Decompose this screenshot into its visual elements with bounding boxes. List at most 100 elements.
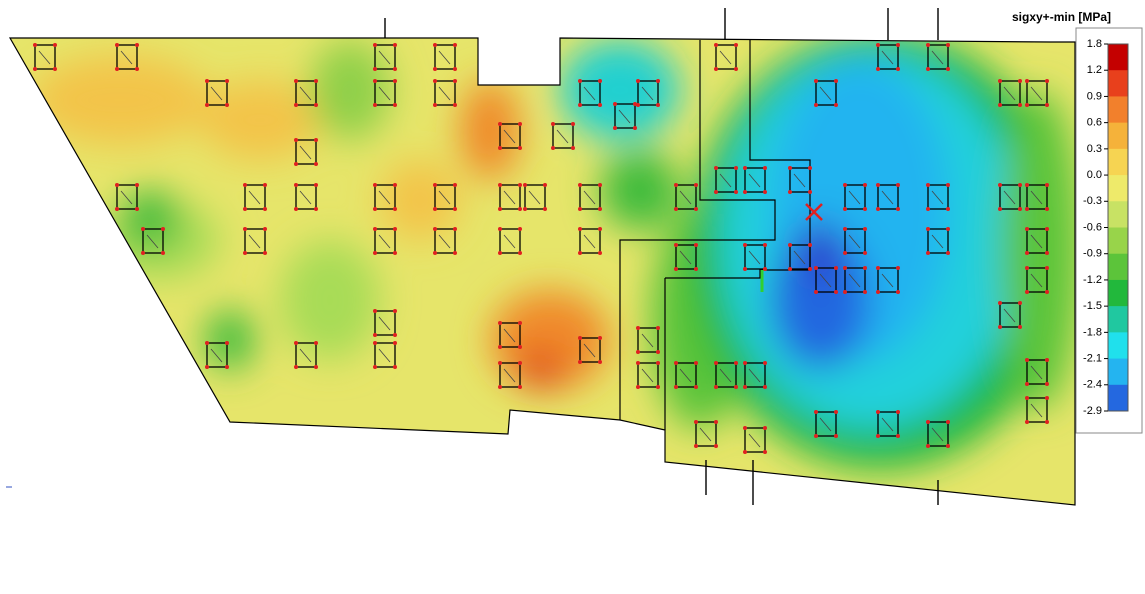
column-head — [715, 362, 737, 388]
node — [814, 410, 818, 414]
column-head — [579, 337, 601, 363]
node — [518, 385, 522, 389]
column-diag — [819, 417, 832, 432]
node — [876, 67, 880, 71]
node — [518, 251, 522, 255]
node — [926, 420, 930, 424]
node — [656, 79, 660, 83]
column-head — [499, 184, 521, 210]
legend-band — [1108, 358, 1128, 386]
node — [1045, 420, 1049, 424]
node — [694, 361, 698, 365]
column-head — [789, 244, 811, 270]
column-diag — [931, 427, 944, 442]
legend: 1.8 1.2 0.9 0.6 0.3 0.0 -0.3 -0.6 -0.9 -1.2 -1.5 -1… — [1083, 38, 1129, 417]
node — [393, 333, 397, 337]
node — [498, 183, 502, 187]
node — [843, 266, 847, 270]
node — [1018, 79, 1022, 83]
node — [946, 444, 950, 448]
node — [1045, 382, 1049, 386]
node — [1045, 207, 1049, 211]
node — [1045, 251, 1049, 255]
legend-label: -2.1 — [1083, 352, 1102, 364]
node — [205, 341, 209, 345]
node — [498, 122, 502, 126]
node — [551, 146, 555, 150]
node — [896, 434, 900, 438]
node — [314, 183, 318, 187]
node — [225, 103, 229, 107]
legend-label: -0.3 — [1083, 195, 1102, 207]
node — [294, 365, 298, 369]
node — [633, 126, 637, 130]
column-diag — [1003, 308, 1016, 323]
legend-band — [1108, 253, 1128, 281]
column-diag — [748, 433, 761, 448]
node — [314, 162, 318, 166]
column-head — [999, 80, 1021, 106]
column-head — [815, 267, 837, 293]
column-diag — [748, 368, 761, 383]
node — [373, 309, 377, 313]
node — [763, 450, 767, 454]
column-head — [927, 421, 949, 447]
legend-band — [1108, 279, 1128, 307]
column-diag — [1030, 190, 1043, 205]
column-diag — [120, 50, 133, 65]
node — [1045, 266, 1049, 270]
node — [543, 183, 547, 187]
column-head — [295, 342, 317, 368]
node — [1025, 266, 1029, 270]
column-diag — [556, 129, 569, 144]
node — [843, 290, 847, 294]
legend-title: sigxy+-min [MPa] — [1012, 10, 1111, 24]
node — [1025, 251, 1029, 255]
node — [674, 183, 678, 187]
node — [598, 336, 602, 340]
node — [876, 410, 880, 414]
node — [518, 183, 522, 187]
node — [598, 183, 602, 187]
node — [373, 79, 377, 83]
node — [598, 251, 602, 255]
column-diag — [583, 86, 596, 101]
node — [926, 207, 930, 211]
node — [393, 43, 397, 47]
node — [788, 190, 792, 194]
node — [373, 365, 377, 369]
node — [225, 341, 229, 345]
column-head — [999, 302, 1021, 328]
node — [578, 360, 582, 364]
column-head — [434, 80, 456, 106]
node — [863, 266, 867, 270]
node — [294, 162, 298, 166]
node — [636, 385, 640, 389]
column-head — [206, 342, 228, 368]
column-diag — [378, 86, 391, 101]
column-diag — [583, 190, 596, 205]
column-diag — [881, 417, 894, 432]
node — [571, 122, 575, 126]
node — [598, 227, 602, 231]
column-diag — [931, 190, 944, 205]
node — [1045, 227, 1049, 231]
legend-band — [1108, 175, 1128, 202]
column-head — [695, 421, 717, 447]
column-head — [374, 310, 396, 336]
node — [135, 207, 139, 211]
column-diag — [679, 190, 692, 205]
node — [373, 103, 377, 107]
node — [523, 183, 527, 187]
node — [946, 67, 950, 71]
node — [294, 138, 298, 142]
node — [373, 207, 377, 211]
node — [834, 79, 838, 83]
column-head — [374, 184, 396, 210]
node — [115, 43, 119, 47]
column-diag — [299, 145, 312, 160]
node — [656, 361, 660, 365]
node — [834, 434, 838, 438]
node — [926, 251, 930, 255]
node — [598, 79, 602, 83]
